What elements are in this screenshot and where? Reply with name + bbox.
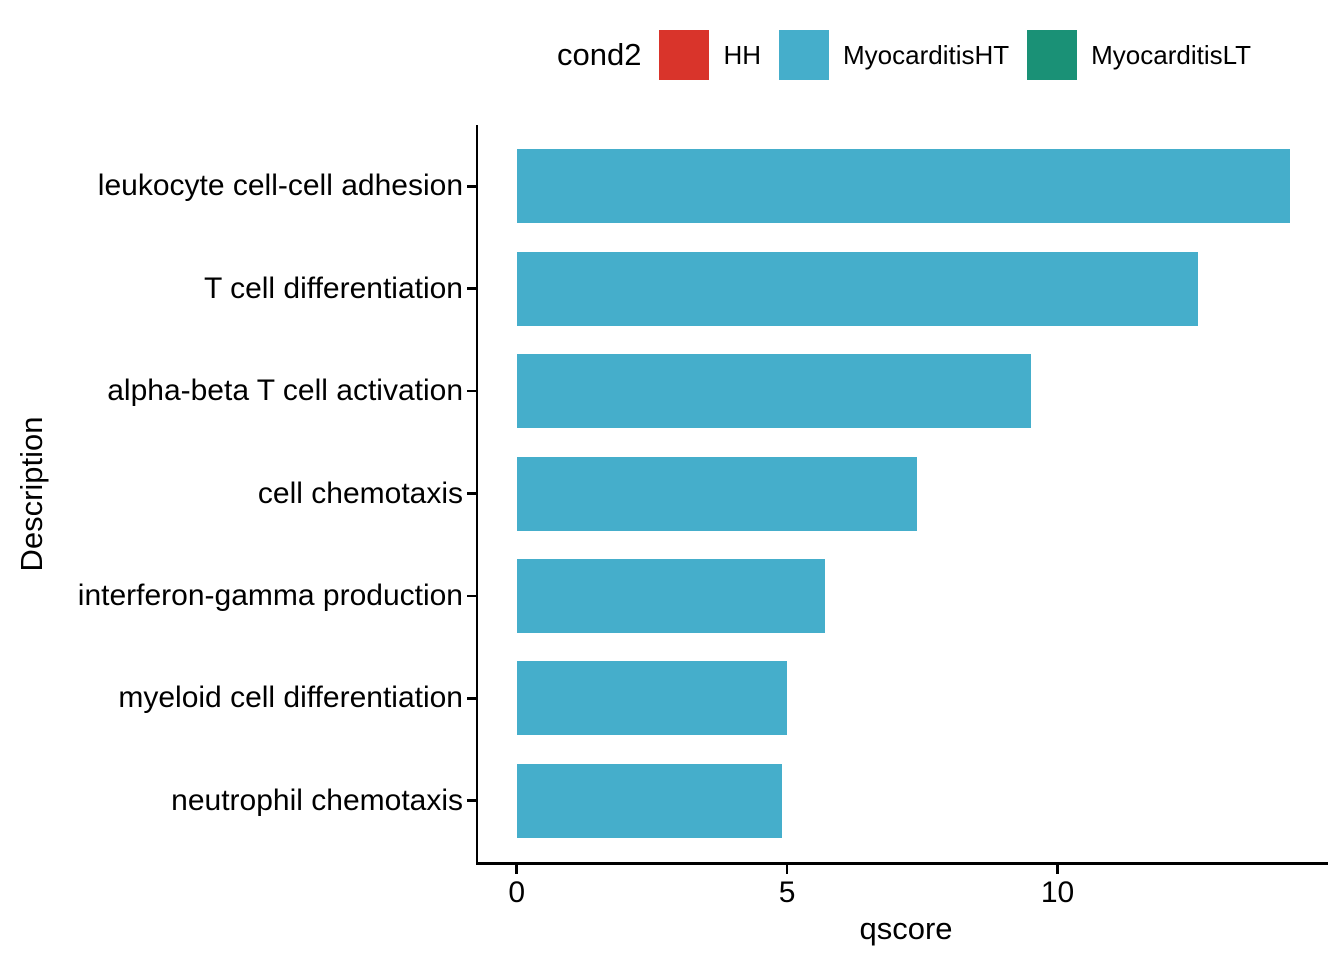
y-axis-tick — [467, 185, 478, 188]
y-axis-tick — [467, 389, 478, 393]
y-tick-label: leukocyte cell-cell adhesion — [97, 169, 463, 203]
y-axis-tick — [467, 492, 478, 495]
legend: cond2 HH MyocarditisHT MyocarditisLT — [478, 26, 1330, 84]
legend-swatch-hh — [659, 30, 710, 80]
legend-label: MyocarditisHT — [843, 39, 1010, 70]
legend-entry-myocarditislt: MyocarditisLT — [1027, 30, 1251, 80]
y-tick-label: cell chemotaxis — [257, 476, 463, 510]
x-axis-title: qscore — [859, 911, 953, 946]
y-tick-label: interferon-gamma production — [77, 578, 463, 612]
y-tick-label: myeloid cell differentiation — [118, 681, 463, 715]
bar — [516, 456, 917, 531]
bar — [516, 149, 1291, 224]
bar — [516, 661, 788, 736]
bar — [516, 251, 1199, 326]
y-tick-label: alpha-beta T cell activation — [107, 374, 463, 408]
legend-swatch-myocarditislt — [1027, 30, 1078, 80]
legend-entry-hh: HH — [659, 30, 761, 80]
y-axis-tick — [467, 696, 478, 700]
x-axis-tick — [1056, 864, 1059, 874]
x-tick-label: 5 — [778, 876, 796, 909]
legend-label: MyocarditisLT — [1091, 39, 1252, 70]
y-axis-line — [475, 125, 479, 865]
bar — [516, 558, 825, 633]
legend-label: HH — [723, 39, 761, 70]
bar — [516, 354, 1031, 429]
legend-entry-myocarditisht: MyocarditisHT — [779, 30, 1009, 80]
x-axis-tick — [785, 864, 789, 874]
legend-swatch-myocarditisht — [779, 30, 829, 80]
y-axis-tick — [467, 799, 478, 802]
y-tick-label: neutrophil chemotaxis — [171, 783, 463, 817]
bar — [516, 763, 782, 838]
x-axis-line — [475, 862, 1328, 865]
x-axis-tick — [515, 864, 518, 874]
legend-title: cond2 — [556, 37, 642, 72]
y-axis-tick — [467, 594, 478, 598]
y-tick-label: T cell differentiation — [203, 271, 463, 305]
plot-panel — [478, 125, 1328, 862]
x-tick-label: 0 — [508, 876, 526, 909]
x-tick-label: 10 — [1040, 876, 1075, 909]
y-axis-tick — [467, 287, 478, 291]
